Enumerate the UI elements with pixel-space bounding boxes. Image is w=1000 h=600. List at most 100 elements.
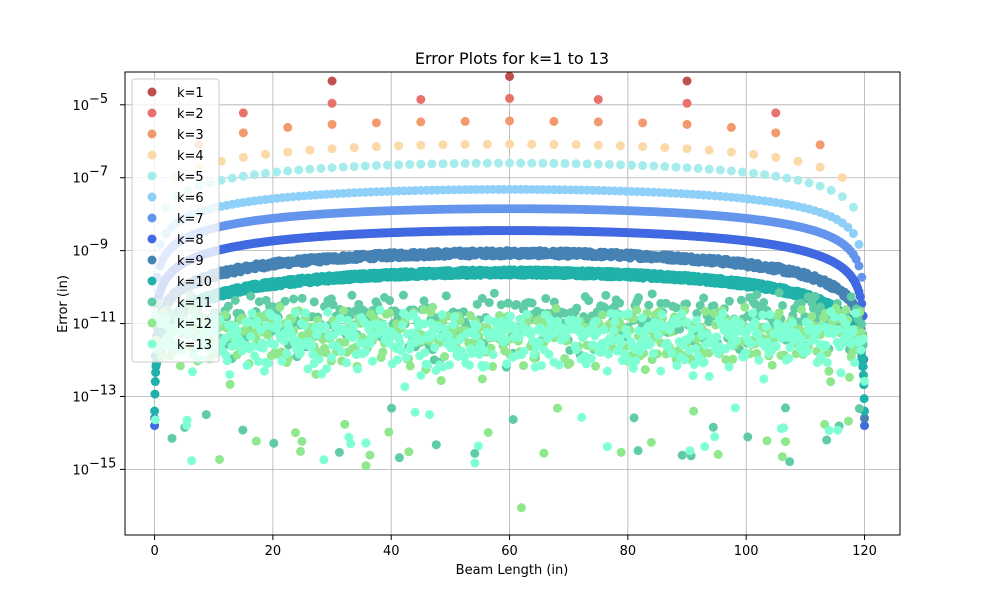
- point-k12: [640, 365, 650, 375]
- point-k4: [549, 139, 559, 149]
- point-k12: [477, 374, 487, 384]
- point-k12: [385, 308, 395, 318]
- point-k12: [378, 347, 388, 357]
- point-k11: [601, 290, 611, 300]
- point-k4: [482, 139, 492, 149]
- point-k5: [294, 165, 304, 175]
- point-k12: [767, 360, 777, 370]
- point-k11: [633, 446, 643, 456]
- point-k4: [394, 141, 404, 151]
- point-k5: [560, 159, 570, 169]
- point-k4: [438, 140, 448, 150]
- point-k5: [405, 159, 415, 169]
- point-k12: [365, 450, 375, 460]
- point-k5: [261, 168, 271, 178]
- point-k5: [316, 163, 326, 173]
- point-k7: [854, 261, 864, 271]
- point-k11: [774, 288, 784, 298]
- point-k10: [150, 406, 160, 416]
- point-k5: [360, 161, 370, 171]
- point-k5: [482, 158, 492, 168]
- point-k12: [440, 352, 450, 362]
- point-k3: [505, 116, 515, 126]
- point-k5: [804, 178, 814, 188]
- point-k11: [759, 297, 769, 307]
- point-k12: [290, 428, 300, 438]
- point-k5: [272, 167, 282, 177]
- point-k4: [771, 152, 781, 162]
- point-k4: [416, 140, 426, 150]
- point-k4: [837, 173, 847, 183]
- point-k3: [638, 118, 648, 128]
- point-k5: [704, 164, 714, 174]
- point-k12: [263, 330, 273, 340]
- point-k4: [527, 139, 537, 149]
- point-k4: [238, 152, 248, 162]
- point-k5: [826, 185, 836, 195]
- point-k11: [822, 435, 832, 445]
- point-k11: [246, 291, 256, 301]
- point-k11: [615, 298, 625, 308]
- point-k8: [855, 292, 865, 302]
- point-k12: [777, 452, 787, 462]
- point-k6: [843, 222, 853, 232]
- point-k11: [387, 403, 397, 413]
- point-k10: [858, 362, 868, 372]
- point-k5: [604, 159, 614, 169]
- point-k11: [699, 293, 709, 303]
- point-k12: [384, 427, 394, 437]
- point-k5: [238, 171, 248, 181]
- point-k12: [713, 449, 723, 459]
- point-k2: [327, 98, 337, 108]
- point-k10: [150, 389, 160, 399]
- point-k12: [539, 448, 549, 458]
- point-k12: [616, 447, 626, 457]
- point-k11: [752, 290, 762, 300]
- point-k4: [815, 162, 825, 172]
- point-k10: [857, 353, 867, 363]
- point-k12: [796, 305, 806, 315]
- point-k5: [660, 162, 670, 172]
- point-k5: [760, 170, 770, 180]
- point-k5: [427, 159, 437, 169]
- point-k5: [305, 164, 315, 174]
- point-k5: [793, 175, 803, 185]
- point-k12: [361, 461, 371, 471]
- point-k11: [238, 425, 248, 435]
- point-k12: [175, 361, 185, 371]
- point-k5: [493, 158, 503, 168]
- point-k12: [405, 361, 415, 371]
- point-k11: [724, 296, 734, 306]
- point-k11: [541, 293, 551, 303]
- point-k5: [582, 159, 592, 169]
- point-k4: [349, 143, 359, 153]
- point-k5: [371, 161, 381, 171]
- point-k11: [334, 447, 344, 457]
- point-k1: [505, 71, 515, 81]
- point-k12: [297, 436, 307, 446]
- point-k11: [644, 300, 654, 310]
- point-k6: [854, 239, 864, 249]
- point-k5: [837, 192, 847, 202]
- point-k2: [682, 98, 692, 108]
- point-k12: [762, 436, 772, 446]
- point-k5: [394, 160, 404, 170]
- point-k12: [565, 358, 575, 368]
- point-k5: [516, 158, 526, 168]
- point-k5: [649, 161, 659, 171]
- point-k4: [615, 141, 625, 151]
- point-k3: [238, 128, 248, 138]
- point-k12: [436, 376, 446, 386]
- point-k11: [743, 432, 753, 442]
- point-k1: [682, 76, 692, 86]
- point-k1: [327, 76, 337, 86]
- point-k5: [782, 173, 792, 183]
- point-k12: [225, 379, 235, 389]
- point-k3: [593, 117, 603, 127]
- point-k4: [793, 156, 803, 166]
- point-k12: [275, 302, 285, 312]
- point-k11: [347, 290, 357, 300]
- point-k12: [826, 377, 836, 387]
- point-k5: [416, 159, 426, 169]
